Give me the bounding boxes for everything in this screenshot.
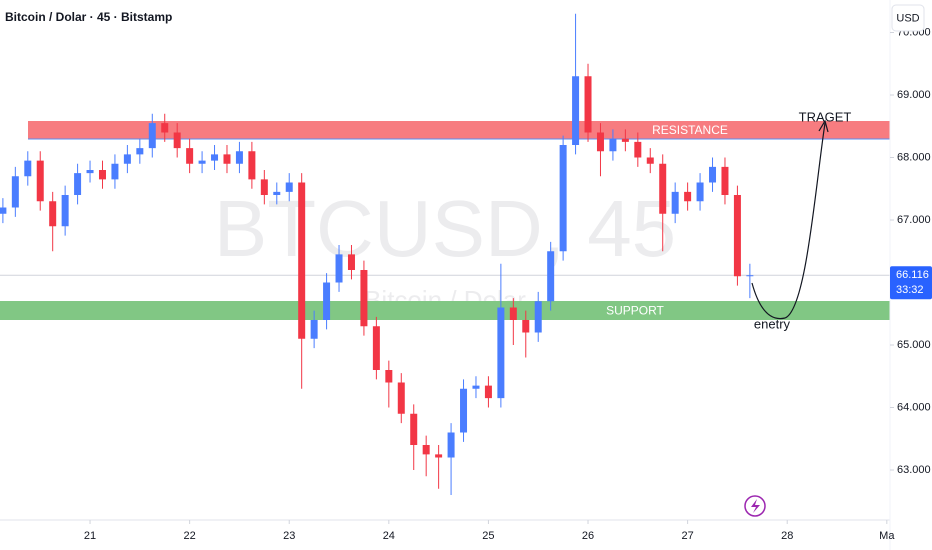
symbol-title: Bitcoin / Dolar · 45 · Bitstamp <box>5 10 172 24</box>
candle-body <box>248 151 256 180</box>
candle-body <box>460 388 468 433</box>
candle-body <box>397 382 405 414</box>
zones <box>0 121 890 320</box>
candle-body <box>572 76 580 145</box>
candle-body <box>447 432 455 458</box>
candle-body <box>260 179 268 195</box>
arrow-head <box>818 119 829 133</box>
x-tick-label: Ma <box>879 530 895 542</box>
candle-body <box>223 154 231 164</box>
entry-label: enetry <box>754 316 791 331</box>
candle-body <box>596 132 604 152</box>
projection-curve <box>751 122 826 320</box>
candle-body <box>696 182 704 202</box>
zone-label: RESISTANCE <box>652 123 728 137</box>
candle-body <box>86 170 94 174</box>
candle-body <box>509 307 517 320</box>
y-tick-label: 68.000 <box>897 151 931 163</box>
candle-body <box>435 454 443 458</box>
y-tick-label: 69.000 <box>897 89 931 101</box>
x-tick-label: 28 <box>781 530 793 542</box>
candle-body <box>360 270 368 327</box>
currency-button[interactable] <box>891 4 925 32</box>
candle-body <box>310 320 318 339</box>
candle-body <box>733 195 741 277</box>
candle-body <box>211 154 219 161</box>
candle-body <box>335 254 343 283</box>
watermark: BTCUSD, 45 Bitcoin / Dolar <box>214 184 676 315</box>
candle-body <box>136 148 144 155</box>
candle-body <box>273 191 281 195</box>
last-price-tag <box>890 266 932 300</box>
candle-body <box>11 176 19 208</box>
candle-body <box>534 301 542 333</box>
event-icon-bolt <box>751 499 760 513</box>
last-price-label: 66.116 <box>896 269 929 281</box>
candle-body <box>148 123 156 149</box>
x-tick-label: 27 <box>681 530 693 542</box>
candle-body <box>323 282 331 320</box>
candle-body <box>161 123 169 133</box>
candle-body <box>61 195 69 227</box>
currency-label[interactable]: USD <box>896 12 919 24</box>
candle-body <box>522 320 530 333</box>
x-tick-label: 21 <box>84 530 96 542</box>
candle-body <box>721 166 729 195</box>
candle-body <box>659 163 667 214</box>
watermark-text: BTCUSD, 45 <box>214 184 676 273</box>
candle-body <box>372 326 380 370</box>
target-label: TRAGET <box>799 109 852 124</box>
countdown-label: 33:32 <box>896 284 924 296</box>
y-tick-label: 67.000 <box>897 214 931 226</box>
x-tick-label: 23 <box>283 530 295 542</box>
candle-body <box>746 275 754 277</box>
y-tick-label: 65.000 <box>897 339 931 351</box>
zone-label: SUPPORT <box>606 304 664 318</box>
candle-body <box>24 160 32 177</box>
candle-body <box>198 160 206 164</box>
candle-body <box>410 413 418 445</box>
zone <box>28 121 890 139</box>
zone <box>0 301 890 320</box>
candle-body <box>298 182 306 339</box>
candle-body <box>671 191 679 214</box>
candle-body <box>385 370 393 383</box>
candle-body <box>98 170 106 180</box>
axes: 63.00064.00065.00066.00067.00068.00069.0… <box>84 26 932 542</box>
candle-body <box>621 138 629 142</box>
candle-body <box>123 154 131 164</box>
x-tick-label: 25 <box>482 530 494 542</box>
overlay: RESISTANCE SUPPORT <box>606 123 728 318</box>
candle-body <box>684 191 692 202</box>
candle-body <box>347 254 355 270</box>
candle-body <box>285 182 293 192</box>
candle-body <box>36 160 44 202</box>
candle-body <box>559 145 567 252</box>
candle-body <box>74 173 82 195</box>
y-tick-label: 64.000 <box>897 401 931 413</box>
candle-body <box>497 307 505 399</box>
candle-body <box>422 445 430 455</box>
candles <box>0 13 754 495</box>
candle-body <box>235 151 243 164</box>
candle-body <box>584 76 592 133</box>
candle-body <box>173 132 181 149</box>
candle-body <box>646 157 654 164</box>
candle-body <box>49 201 57 227</box>
candle-body <box>472 385 480 389</box>
candle-body <box>547 251 555 302</box>
candle-body <box>709 166 717 183</box>
candle-body <box>111 163 119 180</box>
x-tick-label: 24 <box>383 530 395 542</box>
candle-body <box>0 207 7 214</box>
candle-body <box>484 385 492 399</box>
x-tick-label: 22 <box>184 530 196 542</box>
candle-body <box>609 138 617 152</box>
candle-body <box>634 141 642 158</box>
x-tick-label: 26 <box>582 530 594 542</box>
y-tick-label: 63.000 <box>897 464 931 476</box>
candle-body <box>186 148 194 164</box>
